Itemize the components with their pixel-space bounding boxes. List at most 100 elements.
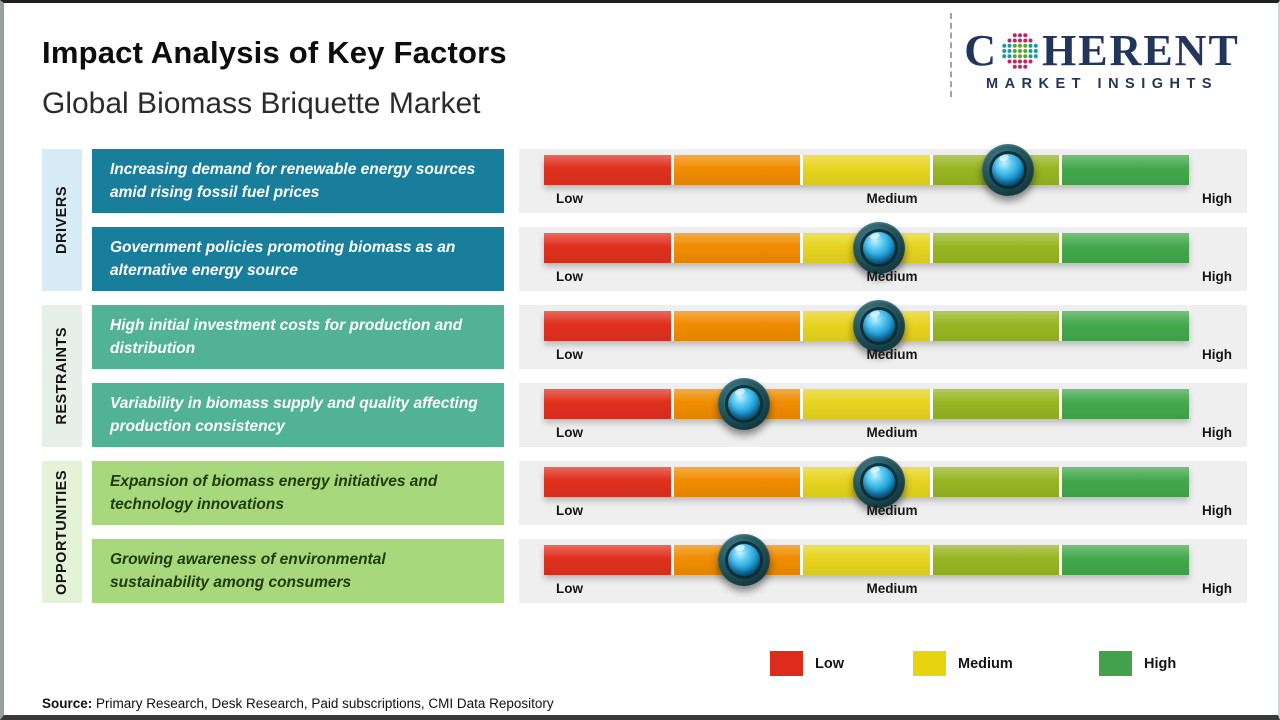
bar-segment — [1062, 467, 1189, 497]
scale-label-high: High — [1202, 503, 1232, 518]
impact-slider-knob[interactable] — [853, 456, 906, 508]
legend-swatch-low — [770, 651, 803, 676]
factor-text: High initial investment costs for produc… — [110, 316, 463, 357]
page-subtitle: Global Biomass Briquette Market — [42, 87, 481, 120]
scale-label-low: Low — [556, 503, 583, 518]
bar-segment — [673, 233, 801, 263]
scale-label-high: High — [1202, 425, 1232, 440]
bar-segment — [544, 155, 671, 185]
bar-segment — [1062, 389, 1189, 419]
bar-segment — [544, 233, 671, 263]
scale-label-low: Low — [556, 581, 583, 596]
scale-label-medium: Medium — [866, 503, 918, 518]
logo-tagline: MARKET INSIGHTS — [985, 76, 1219, 92]
bar-segments — [544, 155, 1189, 185]
bar-segment — [544, 389, 671, 419]
group-label-restraints: RESTRAINTS — [54, 327, 70, 425]
scale-label-low: Low — [556, 347, 583, 362]
impact-scale-row: Low Medium High — [519, 144, 1247, 213]
scale-label-medium: Medium — [866, 269, 918, 284]
group-strip-opportunities: OPPORTUNITIES — [42, 461, 82, 603]
factor-text: Increasing demand for renewable energy s… — [110, 160, 476, 201]
impact-slider-knob[interactable] — [717, 534, 770, 586]
scale-label-low: Low — [556, 425, 583, 440]
bar-segments — [544, 389, 1189, 419]
impact-slider-knob[interactable] — [853, 222, 906, 274]
impact-gradient-bar — [544, 300, 1189, 352]
factor-card: Growing awareness of environmental susta… — [92, 539, 504, 603]
legend-item-medium: Medium — [913, 651, 1013, 676]
impact-slider-knob[interactable] — [982, 144, 1035, 196]
factor-card: Government policies promoting biomass as… — [92, 227, 504, 291]
logo-globe-icon — [1002, 33, 1038, 69]
bar-segment — [544, 311, 671, 341]
legend-swatch-high — [1099, 651, 1132, 676]
bar-segment — [1062, 545, 1189, 575]
scale-label-high: High — [1202, 347, 1232, 362]
group-strip-restraints: RESTRAINTS — [42, 305, 82, 447]
impact-gradient-bar — [544, 534, 1189, 586]
factor-card: Variability in biomass supply and qualit… — [92, 383, 504, 447]
group-label-opportunities: OPPORTUNITIES — [54, 469, 70, 595]
bar-segment — [1062, 233, 1189, 263]
scale-label-medium: Medium — [866, 581, 918, 596]
bar-segment — [932, 467, 1060, 497]
bar-segment — [673, 155, 801, 185]
impact-slider-knob[interactable] — [717, 378, 770, 430]
factor-text: Government policies promoting biomass as… — [110, 238, 456, 279]
scale-label-medium: Medium — [866, 191, 918, 206]
page-title: Impact Analysis of Key Factors — [42, 35, 507, 70]
impact-gradient-bar — [544, 378, 1189, 430]
bar-segment — [673, 311, 801, 341]
scale-label-high: High — [1202, 269, 1232, 284]
logo-letters-rest: HERENT — [1041, 26, 1240, 75]
legend-item-high: High — [1099, 651, 1176, 676]
legend-label-medium: Medium — [958, 655, 1013, 672]
bar-segment — [932, 233, 1060, 263]
bar-segment — [803, 545, 930, 575]
group-strip-drivers: DRIVERS — [42, 149, 82, 291]
legend-label-low: Low — [815, 655, 844, 672]
bar-segment — [1062, 155, 1189, 185]
impact-slider-knob[interactable] — [853, 300, 906, 352]
source-line: Source: Primary Research, Desk Research,… — [42, 696, 554, 711]
bar-segment — [544, 545, 671, 575]
factor-card: Expansion of biomass energy initiatives … — [92, 461, 504, 525]
factor-card: Increasing demand for renewable energy s… — [92, 149, 504, 213]
factor-card: High initial investment costs for produc… — [92, 305, 504, 369]
scale-label-medium: Medium — [866, 347, 918, 362]
logo-letter-c: C — [964, 26, 998, 75]
impact-scale-row: Low Medium High — [519, 222, 1247, 291]
factor-text: Variability in biomass supply and qualit… — [110, 394, 478, 435]
bar-segment — [932, 389, 1060, 419]
scale-label-high: High — [1202, 191, 1232, 206]
impact-scale-row: Low Medium High — [519, 378, 1247, 447]
factor-text: Growing awareness of environmental susta… — [110, 550, 386, 591]
impact-gradient-bar — [544, 456, 1189, 508]
impact-scale-row: Low Medium High — [519, 456, 1247, 525]
legend-item-low: Low — [770, 651, 844, 676]
bar-segment — [1062, 311, 1189, 341]
impact-scale-row: Low Medium High — [519, 300, 1247, 369]
legend-swatch-medium — [913, 651, 946, 676]
impact-gradient-bar — [544, 222, 1189, 274]
scale-label-high: High — [1202, 581, 1232, 596]
legend-label-high: High — [1144, 655, 1177, 672]
bar-segment — [932, 311, 1060, 341]
coherent-logo: C HERENT MARKET INSIGHTS — [946, 29, 1258, 93]
group-label-drivers: DRIVERS — [54, 186, 70, 254]
bar-segment — [803, 155, 930, 185]
scale-label-medium: Medium — [866, 425, 918, 440]
scale-label-low: Low — [556, 269, 583, 284]
bar-segment — [932, 545, 1060, 575]
impact-gradient-bar — [544, 144, 1189, 196]
header-divider — [950, 13, 952, 97]
bar-segment — [673, 467, 801, 497]
scale-label-low: Low — [556, 191, 583, 206]
source-text: Primary Research, Desk Research, Paid su… — [92, 696, 554, 711]
logo-wordmark: C HERENT — [946, 29, 1258, 73]
factor-text: Expansion of biomass energy initiatives … — [110, 472, 438, 513]
impact-scale-row: Low Medium High — [519, 534, 1247, 603]
bar-segment — [803, 389, 930, 419]
